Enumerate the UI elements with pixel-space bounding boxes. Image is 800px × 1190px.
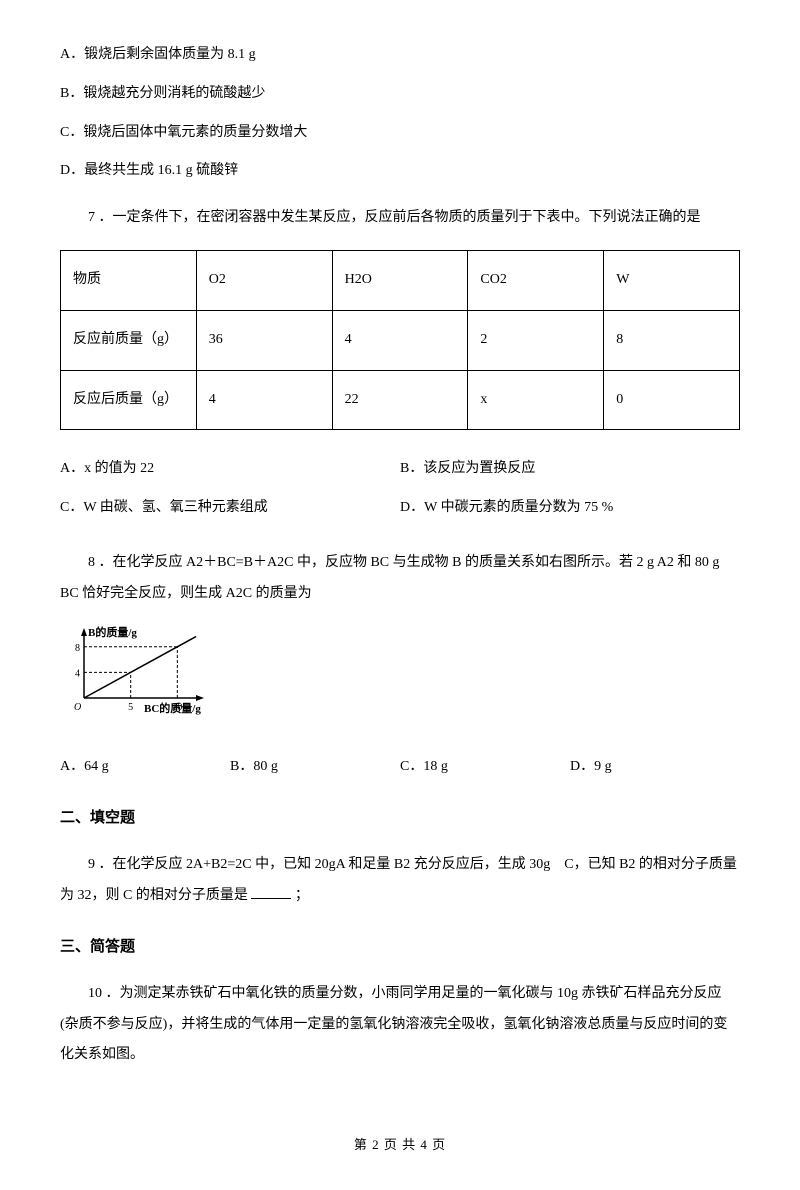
q7-table: 物质 O2 H2O CO2 W 反应前质量（g） 36 4 2 8 反应后质量（…: [60, 250, 740, 430]
question-8-text: 8 ．在化学反应 A2＋BC=B＋A2C 中，反应物 BC 与生成物 B 的质量…: [60, 548, 740, 610]
graph-svg: 54108OB的质量/gBC的质量/g: [60, 626, 210, 726]
table-cell: W: [604, 250, 740, 310]
choice-d: D．W 中碳元素的质量分数为 75 %: [400, 493, 740, 524]
question-9-text: 9 ．在化学反应 2A+B2=2C 中，已知 20gA 和足量 B2 充分反应后…: [60, 850, 740, 912]
q7-choices: A．x 的值为 22 B．该反应为置换反应 C．W 由碳、氢、氧三种元素组成 D…: [60, 454, 740, 532]
blank-field[interactable]: [251, 885, 291, 899]
table-row: 物质 O2 H2O CO2 W: [61, 250, 740, 310]
svg-text:BC的质量/g: BC的质量/g: [144, 701, 201, 715]
choice-a: A．x 的值为 22: [60, 454, 400, 485]
q9-pre: 9 ．在化学反应 2A+B2=2C 中，已知 20gA 和足量 B2 充分反应后…: [60, 857, 737, 903]
svg-text:B的质量/g: B的质量/g: [88, 626, 137, 639]
table-cell: 36: [196, 310, 332, 370]
option-c: C．锻烧后固体中氧元素的质量分数增大: [60, 118, 740, 149]
choice-c: C．W 由碳、氢、氧三种元素组成: [60, 493, 400, 524]
table-cell: 反应前质量（g）: [61, 310, 197, 370]
table-cell: 0: [604, 370, 740, 430]
svg-text:8: 8: [75, 642, 80, 653]
table-row: 反应后质量（g） 4 22 x 0: [61, 370, 740, 430]
page-footer: 第 2 页 共 4 页: [60, 1131, 740, 1160]
table-cell: 2: [468, 310, 604, 370]
table-row: 反应前质量（g） 36 4 2 8: [61, 310, 740, 370]
table-cell: H2O: [332, 250, 468, 310]
table-cell: 4: [196, 370, 332, 430]
table-cell: 22: [332, 370, 468, 430]
q8-graph: 54108OB的质量/gBC的质量/g: [60, 626, 740, 739]
table-cell: O2: [196, 250, 332, 310]
choice-b: B．该反应为置换反应: [400, 454, 740, 485]
section-3-title: 三、简答题: [60, 930, 740, 963]
choice-b: B．80 g: [230, 752, 400, 783]
table-cell: 反应后质量（g）: [61, 370, 197, 430]
option-a: A．锻烧后剩余固体质量为 8.1 g: [60, 40, 740, 71]
q8-choices: A．64 g B．80 g C．18 g D．9 g: [60, 752, 740, 783]
choice-d: D．9 g: [570, 752, 740, 783]
choice-c: C．18 g: [400, 752, 570, 783]
question-7-text: 7 ．一定条件下，在密闭容器中发生某反应，反应前后各物质的质量列于下表中。下列说…: [60, 203, 740, 234]
svg-text:5: 5: [128, 702, 133, 713]
table-cell: 8: [604, 310, 740, 370]
section-2-title: 二、填空题: [60, 801, 740, 834]
q9-post: ；: [295, 888, 309, 903]
svg-text:4: 4: [75, 668, 80, 679]
table-cell: 物质: [61, 250, 197, 310]
table-cell: CO2: [468, 250, 604, 310]
table-cell: 4: [332, 310, 468, 370]
svg-text:O: O: [74, 702, 81, 713]
choice-a: A．64 g: [60, 752, 230, 783]
table-cell: x: [468, 370, 604, 430]
option-b: B．锻烧越充分则消耗的硫酸越少: [60, 79, 740, 110]
option-d: D．最终共生成 16.1 g 硫酸锌: [60, 156, 740, 187]
question-10-text: 10 ．为测定某赤铁矿石中氧化铁的质量分数，小雨同学用足量的一氧化碳与 10g …: [60, 979, 740, 1071]
